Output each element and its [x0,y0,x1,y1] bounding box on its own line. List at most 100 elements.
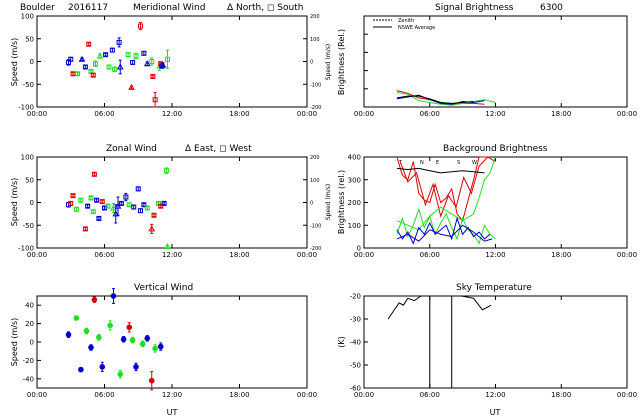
vertical-ytick-label: 40 [25,302,34,310]
signal-xtick-label: 12:00 [485,110,505,118]
zonal-point [68,200,74,206]
vertical-point [65,331,72,338]
signal-series-line [396,95,474,104]
zonal-point [131,204,137,210]
sky-xtick-label: 18:00 [551,391,571,399]
zonal-point [70,193,76,199]
merid-point [143,60,151,67]
chart-marks: 00:00 06:00 12:00 18:00 00:00 100 50 0 -50 -100 20… [18,13,637,400]
signal-xtick-label: 06:00 [420,110,440,118]
merid-point [150,74,156,80]
zonal-point [135,186,141,192]
vertical-point [73,315,80,321]
merid-point [82,64,88,70]
zonal-point [148,225,156,232]
zonal-point [161,200,167,206]
zonal-ytick-label: -50 [23,222,34,230]
vertical-frame [36,295,308,389]
zonal-xtick-label: 00:00 [297,251,317,259]
merid-point [133,53,139,59]
vertical-point [120,336,127,343]
merid-point [165,56,170,62]
zonal-ylabel2: Speed (m/s) [325,184,332,220]
merid-point [68,56,74,62]
vertical-title: Vertical Wind [134,283,193,293]
zonal-ytick-label: 50 [25,176,34,184]
merid-point [96,52,104,59]
zonal-point [91,171,97,177]
merid-ytick-label: -50 [23,81,34,89]
zonal-ytick-label: 100 [21,154,34,162]
vertical-point [88,344,94,351]
vertical-point [126,324,133,331]
background-annot-s: S [457,160,460,166]
merid-point [152,97,158,103]
sky-title: Sky Temperature [456,283,532,293]
vertical-ytick-label: 0 [30,339,34,347]
merid-point [125,52,131,58]
signal-title: Signal Brightness [435,3,514,13]
zonal-xtick-label: 18:00 [229,251,249,259]
merid-point [109,47,115,53]
merid-point [112,66,118,72]
merid-point [116,39,122,45]
zonal-ytick-label: 0 [30,199,34,207]
vertical-xtick-label: 00:00 [297,391,317,399]
zonal-point [82,226,88,232]
vertical-ytick-label: -20 [23,357,34,365]
vertical-point [148,377,155,384]
background-title: Background Brightness [443,144,548,154]
zonal-point [88,195,94,201]
vertical-point [78,366,84,373]
merid-point [90,72,96,78]
vertical-xtick-label: 12:00 [162,391,182,399]
merid-title-station: Boulder [20,3,55,13]
vertical-point [110,293,117,299]
merid-point [159,61,167,68]
sky-xtick-label: 00:00 [617,391,637,399]
zonal-y2tick-label: 200 [310,155,320,161]
merid-point [93,61,98,67]
zonal-y2tick-label: -100 [310,223,321,229]
merid-ylabel2: Speed (m/s) [325,44,332,80]
background-xtick-label: 18:00 [551,251,571,259]
sky-ytick-label: -30 [350,316,361,324]
sky-ytick-label: -60 [350,385,361,393]
signal-title-wavelength: 6300 [540,3,563,13]
background-ytick-label: 200 [348,199,361,207]
vertical-point [83,328,90,334]
zonal-point [118,200,124,206]
merid-y2tick-label: -200 [310,105,321,111]
merid-point [86,41,92,47]
merid-point [78,55,86,62]
background-series-line [396,224,493,242]
merid-title-date: 2016117 [68,3,108,13]
zonal-point [73,206,79,212]
background-annot-n: N [420,160,424,166]
zonal-xtick-label: 00:00 [27,251,47,259]
zonal-point [138,208,143,214]
background-series-line [396,216,491,245]
sky-frame [363,295,628,389]
zonal-point [105,203,111,209]
merid-ytick-label: -100 [18,104,34,112]
merid-point [116,63,124,70]
sky-xtick-label: 06:00 [420,391,440,399]
merid-frame [36,15,308,108]
signal-xtick-label: 00:00 [354,110,374,118]
vertical-point [157,343,164,350]
merid-y2tick-label: -100 [310,82,321,88]
vertical-ytick-label: 20 [25,320,34,328]
zonal-point [123,194,129,200]
merid-title-legend: Δ North, ◻ South [227,3,303,13]
background-ytick-label: 0 [357,245,361,253]
vertical-xtick-label: 18:00 [229,391,249,399]
merid-point [75,71,80,77]
merid-point [141,50,147,56]
background-xtick-label: 00:00 [617,251,637,259]
signal-xtick-label: 18:00 [551,110,571,118]
vertical-point [107,322,113,329]
zonal-point [158,203,164,209]
vertical-point [129,337,136,343]
